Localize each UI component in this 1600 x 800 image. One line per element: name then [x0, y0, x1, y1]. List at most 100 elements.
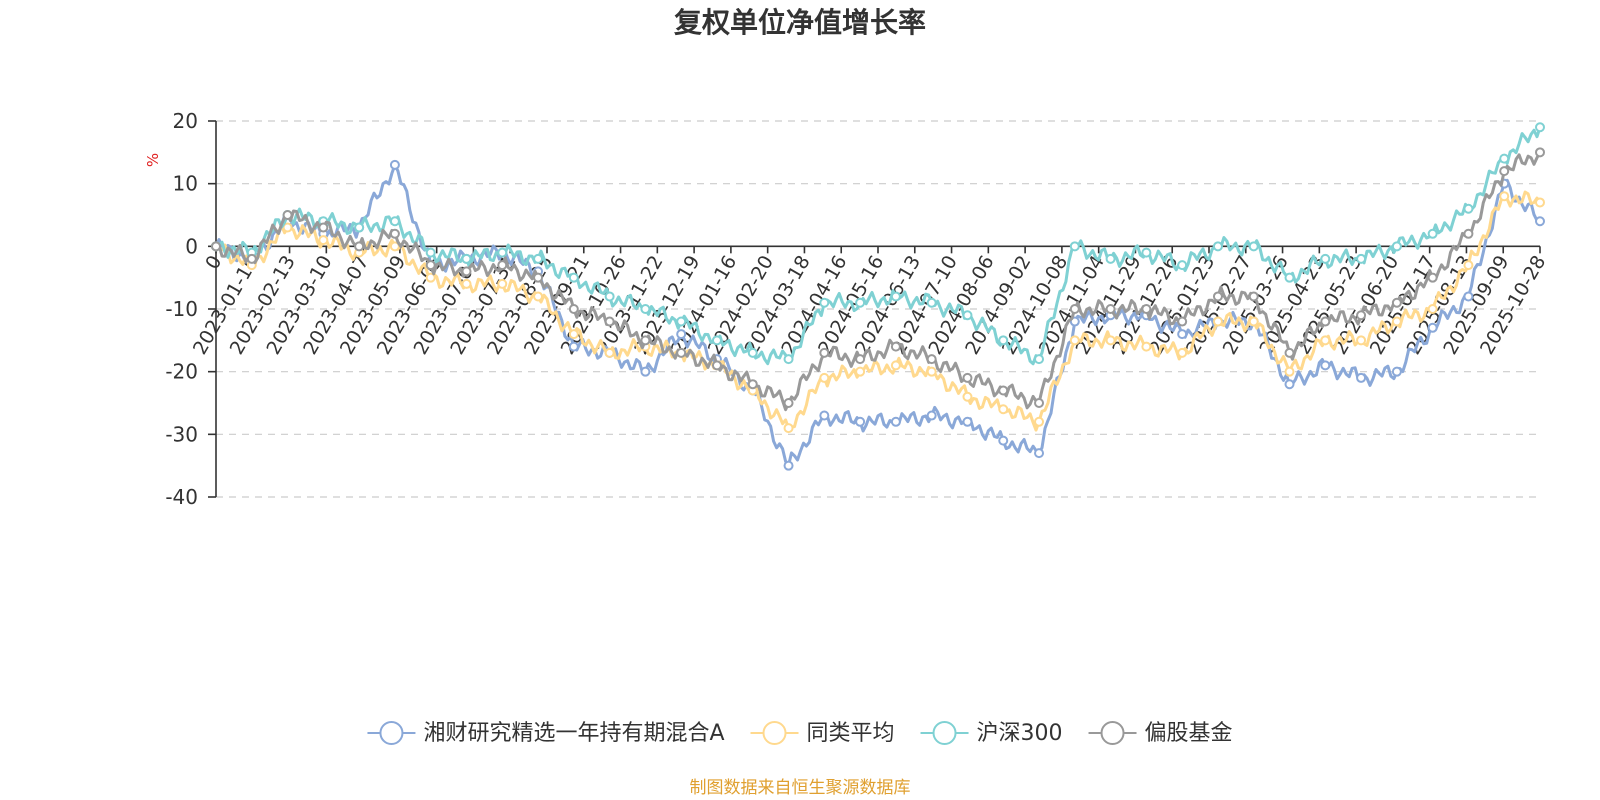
data-point: [1391, 366, 1402, 377]
data-point: [1212, 316, 1223, 327]
data-point: [1248, 316, 1259, 327]
data-point: [389, 159, 400, 170]
data-point: [962, 391, 973, 402]
source-note: 制图数据来自恒生聚源数据库: [690, 778, 911, 798]
data-point: [1034, 354, 1045, 365]
data-point: [1427, 304, 1438, 314]
data-point: [747, 379, 758, 390]
series-line: [215, 151, 1542, 412]
data-point: [1105, 253, 1116, 264]
data-point: [890, 291, 901, 302]
data-point: [1212, 241, 1223, 252]
data-point: [1141, 247, 1152, 258]
data-point: [783, 398, 794, 408]
data-point: [1356, 335, 1367, 346]
data-point: [783, 354, 794, 365]
data-point: [604, 316, 615, 327]
chart-title: 复权单位净值增长率: [674, 6, 926, 39]
data-point: [568, 304, 579, 314]
data-point: [354, 241, 365, 252]
y-tick-label: -20: [165, 360, 198, 384]
data-point: [1034, 398, 1045, 408]
data-point: [676, 329, 687, 340]
data-point: [1391, 241, 1402, 252]
data-point: [855, 297, 866, 308]
data-point: [676, 316, 687, 327]
data-point: [497, 260, 508, 271]
data-point: [1284, 379, 1295, 390]
data-point: [461, 253, 472, 264]
data-point: [819, 372, 830, 383]
data-point: [1356, 253, 1367, 264]
data-point: [604, 347, 615, 358]
legend-marker: [1100, 721, 1125, 745]
data-point: [533, 272, 544, 283]
data-point: [568, 272, 579, 283]
data-point: [1069, 335, 1080, 346]
data-point: [998, 385, 1009, 396]
data-point: [711, 335, 722, 346]
data-point: [1212, 291, 1223, 302]
y-tick-label: 10: [173, 172, 198, 196]
data-point: [1535, 122, 1545, 133]
data-point: [425, 260, 436, 271]
data-point: [1069, 241, 1080, 252]
data-point: [783, 423, 794, 434]
data-point: [1177, 347, 1188, 358]
data-point: [1499, 191, 1510, 202]
data-point: [354, 222, 365, 233]
series-2: [211, 190, 1545, 434]
legend-marker: [932, 721, 957, 745]
data-point: [425, 247, 436, 258]
data-point: [747, 347, 758, 358]
data-point: [855, 416, 866, 427]
data-point: [1535, 147, 1545, 158]
data-point: [1177, 260, 1188, 271]
data-point: [998, 435, 1009, 446]
data-point: [819, 347, 830, 358]
data-point: [1535, 216, 1545, 227]
data-point: [1391, 316, 1402, 327]
legend: 湘财研究精选一年持有期混合A 同类平均 沪深300 偏股基金: [367, 721, 1233, 746]
data-point: [711, 360, 722, 371]
data-point: [533, 253, 544, 264]
data-point: [425, 272, 436, 283]
data-point: [855, 354, 866, 365]
data-point: [497, 247, 508, 258]
data-point: [1499, 153, 1510, 164]
legend-label: 沪深300: [977, 721, 1063, 746]
data-point: [568, 341, 579, 352]
data-point: [1463, 291, 1474, 302]
data-point: [604, 291, 615, 302]
y-tick-label: 0: [185, 234, 198, 258]
data-point: [246, 253, 257, 264]
y-tick-label: 20: [173, 109, 198, 133]
series-4: [211, 147, 1545, 412]
data-point: [1463, 228, 1474, 239]
data-point: [1427, 272, 1438, 283]
data-point: [211, 241, 221, 252]
data-point: [890, 416, 901, 427]
data-point: [926, 297, 937, 308]
data-point: [926, 410, 937, 421]
data-point: [1069, 304, 1080, 314]
data-point: [926, 366, 937, 377]
data-point: [568, 329, 579, 340]
data-point: [389, 241, 400, 252]
data-point: [1320, 360, 1331, 371]
y-tick-label: -40: [165, 485, 198, 509]
data-point: [962, 416, 973, 427]
data-point: [1248, 241, 1259, 252]
data-point: [890, 360, 901, 371]
data-point: [1284, 347, 1295, 358]
data-point: [282, 210, 293, 220]
series-layer: [211, 122, 1545, 471]
data-point: [1105, 304, 1116, 314]
data-point: [1177, 316, 1188, 327]
data-point: [819, 297, 830, 308]
data-point: [1356, 372, 1367, 383]
data-point: [962, 310, 973, 321]
data-point: [640, 366, 651, 377]
data-point: [1141, 341, 1152, 352]
data-point: [1248, 291, 1259, 302]
